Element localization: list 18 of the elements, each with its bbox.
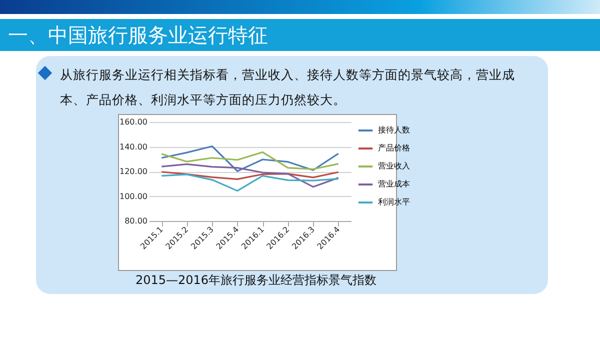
line-series <box>160 174 340 192</box>
chart-title: 一、中国旅行服务业运行特征 <box>0 19 600 51</box>
legend-label: 产品价格 <box>378 144 410 152</box>
legend-label: 营业成本 <box>378 180 410 188</box>
line-series <box>160 163 340 188</box>
y-tick-label: 80.00 <box>124 216 148 226</box>
chart-subtitle: 从旅行服务业运行相关指标看，营业收入、接待人数等方面的景气较高，营业成本、产品价格、利润水平等方面的压力仍然较大。 <box>60 66 516 109</box>
line-series <box>160 145 340 172</box>
line-series <box>160 171 340 180</box>
legend-label: 利润水平 <box>378 198 410 206</box>
y-tick-label: 160.00 <box>120 118 148 126</box>
legend-label: 接待人数 <box>378 126 410 134</box>
line-series <box>160 151 340 170</box>
y-tick-label: 120.00 <box>120 167 148 176</box>
legend-label: 营业收入 <box>378 162 410 170</box>
y-tick-label: 140.00 <box>120 142 148 152</box>
text: 2015—2016年旅行服务业经营指标景气指数 <box>134 272 378 289</box>
y-tick-label: 100.00 <box>120 192 148 201</box>
